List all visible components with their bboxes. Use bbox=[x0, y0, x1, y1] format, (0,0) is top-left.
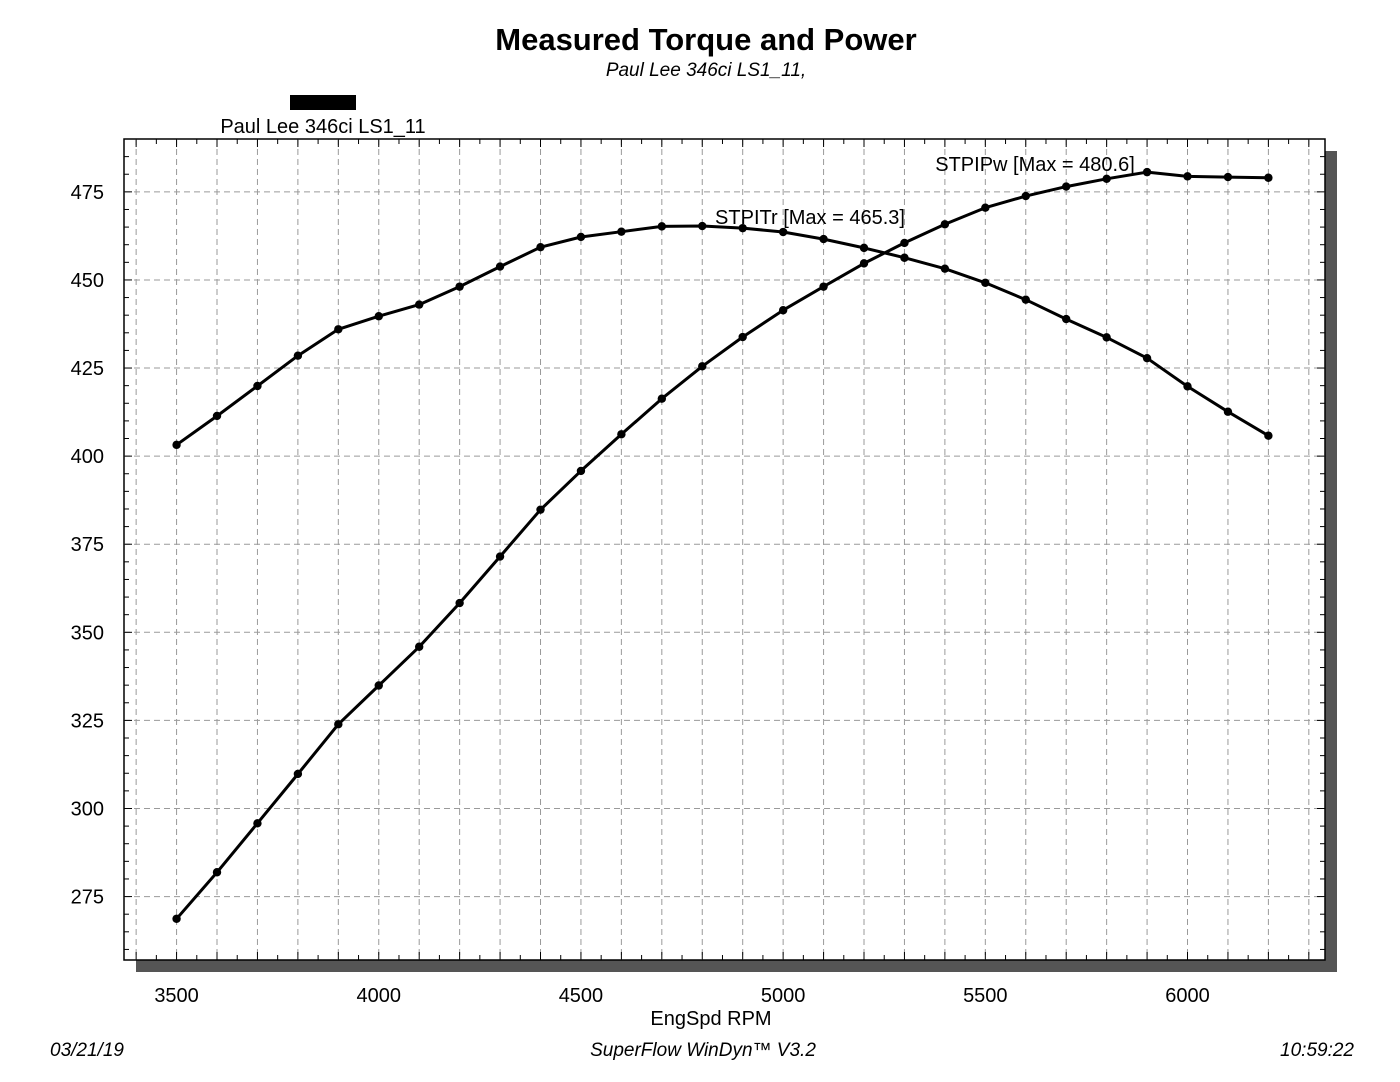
data-point-stpipw bbox=[698, 362, 707, 371]
series bbox=[172, 167, 1273, 923]
y-tick-labels: 275 300 325 350 375 400 425 450 475 bbox=[71, 182, 104, 909]
data-point-stpipw bbox=[495, 552, 505, 561]
data-point-stpitr bbox=[414, 300, 424, 309]
annotation-stpipw: STPIPw [Max = 480.6] bbox=[935, 154, 1135, 176]
data-point-stpitr bbox=[738, 223, 747, 233]
y-tick-label: 275 bbox=[71, 887, 104, 909]
data-point-stpitr bbox=[981, 278, 990, 287]
data-point-stpipw bbox=[1142, 167, 1152, 177]
data-point-stpipw bbox=[819, 282, 828, 291]
y-tick-label: 400 bbox=[71, 446, 104, 468]
series-line-stpitr bbox=[175, 224, 1270, 447]
data-point-stpitr bbox=[940, 264, 950, 273]
footer-date: 03/21/19 bbox=[50, 1040, 124, 1061]
x-tick-label: 4000 bbox=[357, 985, 402, 1007]
chart-title: Measured Torque and Power bbox=[495, 22, 916, 57]
data-point-stpipw bbox=[455, 598, 464, 608]
grid bbox=[124, 139, 1325, 960]
legend-swatch bbox=[290, 95, 356, 110]
data-point-stpitr bbox=[1142, 353, 1152, 363]
data-point-stpipw bbox=[1223, 172, 1233, 182]
data-point-stpipw bbox=[1102, 174, 1111, 184]
data-point-stpitr bbox=[374, 312, 383, 321]
data-point-stpitr bbox=[293, 351, 303, 360]
data-point-stpitr bbox=[253, 381, 262, 391]
legend-label: Paul Lee 346ci LS1_11 bbox=[220, 116, 425, 138]
data-point-stpitr bbox=[698, 221, 707, 231]
footer-software: SuperFlow WinDyn™ V3.2 bbox=[590, 1040, 816, 1061]
data-point-stpitr bbox=[1264, 431, 1273, 440]
data-point-stpipw bbox=[293, 769, 303, 779]
data-point-stpitr bbox=[1102, 333, 1111, 342]
data-point-stpitr bbox=[455, 282, 464, 291]
data-point-stpitr bbox=[334, 325, 343, 334]
data-point-stpitr bbox=[1223, 407, 1233, 416]
y-tick-label: 425 bbox=[71, 358, 104, 380]
data-point-stpipw bbox=[1183, 172, 1192, 181]
x-tick-label: 3500 bbox=[154, 985, 199, 1007]
x-tick-label: 5500 bbox=[963, 985, 1008, 1007]
x-tick-label: 6000 bbox=[1165, 985, 1210, 1007]
data-point-stpipw bbox=[414, 642, 424, 651]
data-point-stpipw bbox=[900, 238, 909, 248]
series-line-stpipw bbox=[175, 170, 1269, 920]
data-point-stpipw bbox=[172, 914, 181, 923]
data-point-stpipw bbox=[617, 430, 626, 439]
data-point-stpitr bbox=[900, 253, 909, 262]
data-point-stpitr bbox=[819, 234, 828, 244]
data-point-stpitr bbox=[1183, 382, 1192, 391]
x-axis-label: EngSpd RPM bbox=[650, 1008, 771, 1030]
data-point-stpipw bbox=[738, 332, 747, 342]
data-point-stpitr bbox=[778, 227, 788, 237]
data-point-stpipw bbox=[334, 720, 343, 729]
x-tick-label: 4500 bbox=[559, 985, 604, 1007]
data-point-stpipw bbox=[778, 306, 788, 315]
data-point-stpipw bbox=[1264, 173, 1273, 182]
y-tick-label: 375 bbox=[71, 534, 104, 556]
data-point-stpipw bbox=[253, 819, 262, 828]
data-point-stpipw bbox=[657, 394, 667, 403]
minor-ticks bbox=[124, 138, 1325, 960]
data-point-stpipw bbox=[981, 203, 990, 212]
data-point-stpipw bbox=[374, 681, 383, 690]
footer-time: 10:59:22 bbox=[1280, 1040, 1354, 1061]
data-point-stpipw bbox=[859, 259, 869, 268]
data-point-stpitr bbox=[536, 242, 545, 252]
data-point-stpipw bbox=[212, 868, 222, 877]
data-point-stpitr bbox=[172, 440, 181, 450]
data-point-stpitr bbox=[212, 411, 222, 421]
y-tick-label: 300 bbox=[71, 798, 104, 820]
data-point-stpipw bbox=[576, 466, 586, 476]
y-tick-label: 450 bbox=[71, 270, 104, 292]
data-point-stpipw bbox=[1061, 182, 1071, 191]
data-point-stpitr bbox=[1021, 295, 1030, 304]
y-tick-label: 350 bbox=[71, 622, 104, 644]
y-tick-label: 475 bbox=[71, 182, 104, 204]
data-point-stpitr bbox=[859, 243, 869, 253]
data-point-stpipw bbox=[1021, 191, 1030, 201]
data-point-stpitr bbox=[576, 232, 586, 242]
data-point-stpitr bbox=[657, 222, 667, 231]
data-point-stpitr bbox=[495, 262, 505, 271]
annotation-stpitr: STPITr [Max = 465.3] bbox=[715, 207, 905, 229]
data-point-stpitr bbox=[617, 227, 626, 236]
x-tick-label: 5000 bbox=[761, 985, 806, 1007]
data-point-stpipw bbox=[536, 505, 545, 514]
data-point-stpipw bbox=[940, 220, 950, 229]
chart-subtitle: Paul Lee 346ci LS1_11, bbox=[606, 60, 806, 81]
y-tick-label: 325 bbox=[71, 710, 104, 732]
data-point-stpitr bbox=[1061, 314, 1071, 324]
x-tick-labels: 3500 4000 4500 5000 5500 6000 bbox=[154, 985, 1209, 1007]
plot-area bbox=[123, 138, 1326, 961]
